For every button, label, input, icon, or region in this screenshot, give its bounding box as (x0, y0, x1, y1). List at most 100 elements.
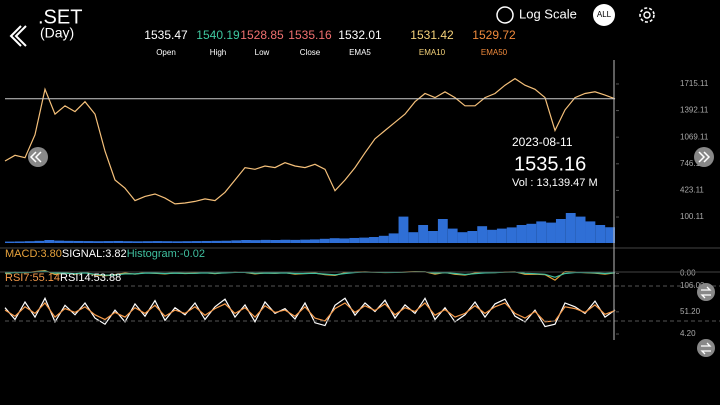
y-tick-label: 423.11 (680, 186, 704, 195)
volume-bar (191, 241, 202, 243)
log-scale-toggle[interactable] (496, 6, 514, 24)
volume-bar (221, 240, 232, 243)
log-scale-label: Log Scale (519, 6, 577, 21)
swap-rsi[interactable] (697, 339, 715, 357)
quote-label: Low (255, 48, 270, 57)
volume-bar (14, 241, 25, 243)
scroll-left[interactable] (28, 147, 48, 167)
volume-bar (83, 241, 94, 243)
volume-bar (388, 233, 399, 243)
quote-label: Close (300, 48, 321, 57)
volume-bar (565, 213, 576, 243)
y-tick-label: 1715.11 (680, 79, 709, 88)
volume-bar (123, 241, 133, 243)
quote-value: 1540.19 (196, 28, 240, 42)
volume-bar (34, 240, 45, 243)
quote-value: 1529.72 (472, 28, 516, 42)
plots: 1715.11 1392.11 1069.11 746.11 423.11 100.11 0… (0, 77, 720, 338)
volume-bar (595, 225, 606, 243)
volume-bar (152, 241, 163, 243)
subtitle: (Day) (40, 25, 74, 41)
y-tick-label: 51.20 (680, 307, 701, 316)
volume-bar (280, 239, 291, 243)
volume-bar (290, 239, 301, 243)
volume-bar (211, 240, 222, 243)
quote-value: 1535.47 (144, 28, 188, 42)
volume-bar (418, 225, 429, 243)
back-button[interactable] (9, 25, 27, 47)
crosshair-date: 2023-08-11 (512, 135, 573, 149)
y-tick-label: 1392.11 (680, 106, 709, 115)
volume-bar (437, 219, 448, 243)
volume-bar (241, 240, 251, 243)
volume-bar (142, 241, 153, 243)
indicator-label: RSI7:55.14 (5, 272, 60, 284)
volume-bar (428, 231, 438, 243)
quote-value: 1531.42 (410, 28, 454, 42)
volume-bar (5, 241, 15, 243)
y-tick-label: 4.20 (680, 329, 696, 338)
quote-label: EMA50 (481, 48, 508, 57)
volume-bar (496, 228, 507, 243)
volume-bar (467, 231, 478, 243)
scroll-right[interactable] (694, 147, 714, 167)
y-tick-label: 746.11 (680, 159, 704, 168)
swap-macd[interactable] (697, 283, 715, 301)
volume-bar (339, 238, 350, 243)
volume-bar (369, 237, 379, 243)
volume-bar (546, 222, 556, 243)
quote-value: 1532.01 (338, 28, 382, 42)
y-tick-label: 1069.11 (680, 132, 709, 141)
volume-bar (64, 240, 74, 243)
volume-bar (506, 227, 517, 243)
volume-bar (260, 239, 271, 243)
volume-bar (575, 216, 586, 243)
volume-bar (162, 241, 173, 243)
volume-bar (113, 240, 124, 243)
quote-label: EMA5 (349, 48, 371, 57)
volume-bar (447, 228, 458, 243)
volume-bar (555, 219, 566, 243)
volume-bar (487, 229, 497, 243)
range-button[interactable] (593, 4, 615, 26)
range-label: ALL (597, 10, 612, 19)
crosshair-value: 1535.16 (514, 153, 586, 175)
volume-bar (44, 240, 55, 243)
quote-value: 1535.16 (288, 28, 332, 42)
volume-bar (329, 238, 340, 243)
quote-value: 1528.85 (240, 28, 284, 42)
series-line (4, 77, 616, 205)
volume-bar (103, 241, 114, 243)
indicator-label: SIGNAL:3.82 (62, 248, 127, 260)
volume-bar (605, 227, 615, 243)
indicator-label: Histogram:-0.02 (127, 248, 205, 260)
volume-bar (457, 232, 468, 243)
settings-icon (643, 11, 651, 19)
settings-button[interactable] (639, 7, 655, 23)
volume-bar (270, 240, 281, 243)
volume-bar (300, 239, 310, 243)
volume-bar (24, 241, 35, 243)
volume-bar (73, 240, 84, 243)
volume-bar (477, 226, 488, 243)
volume-bar (201, 240, 212, 243)
volume-bar (310, 239, 320, 243)
volume-bar (182, 241, 192, 243)
volume-bar (349, 237, 360, 243)
quote-label: High (210, 48, 226, 57)
volume-bar (319, 238, 330, 243)
volume-bar (378, 235, 389, 243)
series-line (4, 302, 616, 323)
volume-bar (398, 216, 409, 243)
volume-bar (585, 221, 596, 243)
volume-bar (526, 223, 537, 243)
volume-bar (359, 237, 370, 243)
volume-bar (231, 240, 242, 243)
y-tick-label: 100.11 (680, 212, 704, 221)
quote-bar: 1535.47 Open 1540.19 High 1528.85 Low 1535.16 C… (144, 28, 516, 57)
crosshair-volume: Vol : 13,139.47 M (512, 177, 598, 189)
volume-bar (54, 240, 65, 243)
title: .SET (38, 6, 82, 28)
